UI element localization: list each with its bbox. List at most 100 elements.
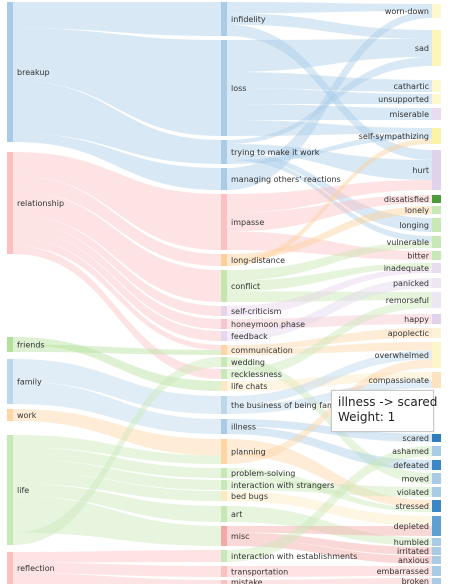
node-cathartic[interactable]: [432, 80, 441, 92]
link-loss-to-miserable[interactable]: [227, 104, 432, 120]
node-mistake[interactable]: [221, 580, 227, 584]
node-ashamed[interactable]: [432, 446, 441, 456]
link-bed-bugs-to-depleted[interactable]: [227, 491, 432, 526]
link-recklessness-to-remorseful[interactable]: [227, 300, 432, 379]
link-conflict-to-vulnerable[interactable]: [227, 242, 432, 281]
link-friends-to-life-chats[interactable]: [13, 337, 221, 391]
link-relationship-to-honeymoon-phase[interactable]: [13, 222, 221, 329]
node-friends[interactable]: [7, 337, 13, 352]
link-breakup-to-trying-to-make-it-work[interactable]: [13, 80, 221, 164]
link-interaction-with-establishments-to-ashamed[interactable]: [227, 446, 432, 562]
node-happy[interactable]: [432, 314, 441, 324]
node-broken[interactable]: [432, 578, 441, 584]
link-family-to-the-business-of-being-family[interactable]: [13, 359, 221, 414]
link-life-to-art[interactable]: [13, 483, 221, 522]
node-dissatisfied[interactable]: [432, 195, 441, 203]
link-illness-to-scared[interactable]: [227, 419, 432, 442]
link-communication-to-overwhelmed[interactable]: [227, 342, 432, 355]
link-relationship-to-self-criticism[interactable]: [13, 214, 221, 316]
link-misc-to-anxious[interactable]: [227, 539, 432, 564]
node-life[interactable]: [7, 435, 13, 545]
link-life-to-misc[interactable]: [13, 496, 221, 546]
node-violated[interactable]: [432, 487, 441, 497]
node-impasse[interactable]: [221, 194, 227, 250]
link-impasse-to-dissatisfied[interactable]: [227, 195, 432, 232]
node-vulnerable[interactable]: [432, 236, 441, 248]
link-relationship-to-recklessness[interactable]: [13, 246, 221, 379]
node-scared[interactable]: [432, 434, 441, 442]
node-miserable[interactable]: [432, 108, 441, 120]
link-friends-to-communication[interactable]: [13, 344, 221, 356]
node-stressed[interactable]: [432, 500, 441, 512]
node-embarrassed[interactable]: [432, 566, 441, 576]
link-trying-to-make-it-work-to-longing[interactable]: [227, 152, 432, 232]
node-compassionate[interactable]: [432, 372, 441, 388]
node-loss[interactable]: [221, 40, 227, 136]
node-depleted[interactable]: [432, 516, 441, 536]
link-trying-to-make-it-work-to-vulnerable[interactable]: [227, 156, 432, 242]
node-breakup[interactable]: [7, 2, 13, 142]
link-life-to-problem-solving[interactable]: [13, 447, 221, 478]
node-overwhelmed[interactable]: [432, 342, 441, 368]
node-work[interactable]: [7, 409, 13, 421]
link-infidelity-to-sad[interactable]: [227, 13, 432, 40]
link-infidelity-to-worn-down[interactable]: [227, 2, 432, 14]
node-honeymoon-phase[interactable]: [221, 319, 227, 329]
link-work-to-planning[interactable]: [13, 409, 221, 456]
node-moved[interactable]: [432, 473, 441, 484]
link-honeymoon-phase-to-happy[interactable]: [227, 314, 432, 329]
node-feedback[interactable]: [221, 331, 227, 341]
link-life-to-wedding[interactable]: [13, 357, 221, 545]
link-self-criticism-to-inadequate[interactable]: [227, 268, 432, 316]
link-life-to-planning[interactable]: [13, 435, 221, 464]
node-recklessness[interactable]: [221, 369, 227, 379]
node-interaction-with-strangers[interactable]: [221, 480, 227, 490]
node-self-sympathizing[interactable]: [432, 128, 441, 144]
node-panicked[interactable]: [432, 278, 441, 288]
link-long-distance-to-lonely[interactable]: [227, 206, 432, 260]
link-life-chats-to-compassionate[interactable]: [227, 372, 432, 391]
link-relationship-to-impasse[interactable]: [13, 152, 221, 250]
node-remorseful[interactable]: [432, 292, 441, 308]
node-managing-others-reactions[interactable]: [221, 168, 227, 190]
node-bed-bugs[interactable]: [221, 491, 227, 501]
link-relationship-to-feedback[interactable]: [13, 230, 221, 341]
link-conflict-to-remorseful[interactable]: [227, 291, 432, 302]
node-reflection[interactable]: [7, 552, 13, 584]
link-feedback-to-panicked[interactable]: [227, 278, 432, 341]
node-long-distance[interactable]: [221, 254, 227, 266]
link-wedding-to-moved[interactable]: [227, 357, 432, 484]
node-inadequate[interactable]: [432, 263, 441, 273]
link-impasse-to-bitter[interactable]: [227, 231, 432, 260]
link-trying-to-make-it-work-to-sad[interactable]: [227, 57, 432, 144]
node-conflict[interactable]: [221, 270, 227, 302]
node-longing[interactable]: [432, 218, 441, 232]
link-planning-to-stressed[interactable]: [227, 439, 432, 508]
node-family[interactable]: [7, 359, 13, 404]
node-bitter[interactable]: [432, 251, 441, 260]
link-managing-others-reactions-to-worn-down[interactable]: [227, 11, 432, 190]
link-conflict-to-inadequate[interactable]: [227, 263, 432, 292]
link-life-to-interaction-with-strangers[interactable]: [13, 459, 221, 490]
link-relationship-to-long-distance[interactable]: [13, 175, 221, 266]
node-planning[interactable]: [221, 439, 227, 464]
link-trying-to-make-it-work-to-self-sympathizing[interactable]: [227, 133, 432, 164]
link-relationship-to-communication[interactable]: [13, 238, 221, 350]
link-reflection-to-transportation[interactable]: [13, 562, 221, 577]
link-mistake-to-broken[interactable]: [227, 578, 432, 584]
link-loss-to-self-sympathizing[interactable]: [227, 120, 432, 136]
node-anxious[interactable]: [432, 556, 441, 564]
link-reflection-to-mistake[interactable]: [13, 573, 221, 584]
link-art-to-humbled[interactable]: [227, 506, 432, 546]
link-problem-solving-to-stressed[interactable]: [227, 468, 432, 512]
node-interaction-with-establishments[interactable]: [221, 550, 227, 562]
node-hurt[interactable]: [432, 150, 441, 190]
node-infidelity[interactable]: [221, 2, 227, 36]
link-breakup-to-managing-others-reactions[interactable]: [13, 133, 221, 190]
node-relationship[interactable]: [7, 152, 13, 254]
node-unsupported[interactable]: [432, 94, 441, 104]
link-impasse-to-hurt[interactable]: [227, 180, 432, 213]
node-communication[interactable]: [221, 345, 227, 355]
link-loss-to-unsupported[interactable]: [227, 88, 432, 104]
node-art[interactable]: [221, 506, 227, 522]
